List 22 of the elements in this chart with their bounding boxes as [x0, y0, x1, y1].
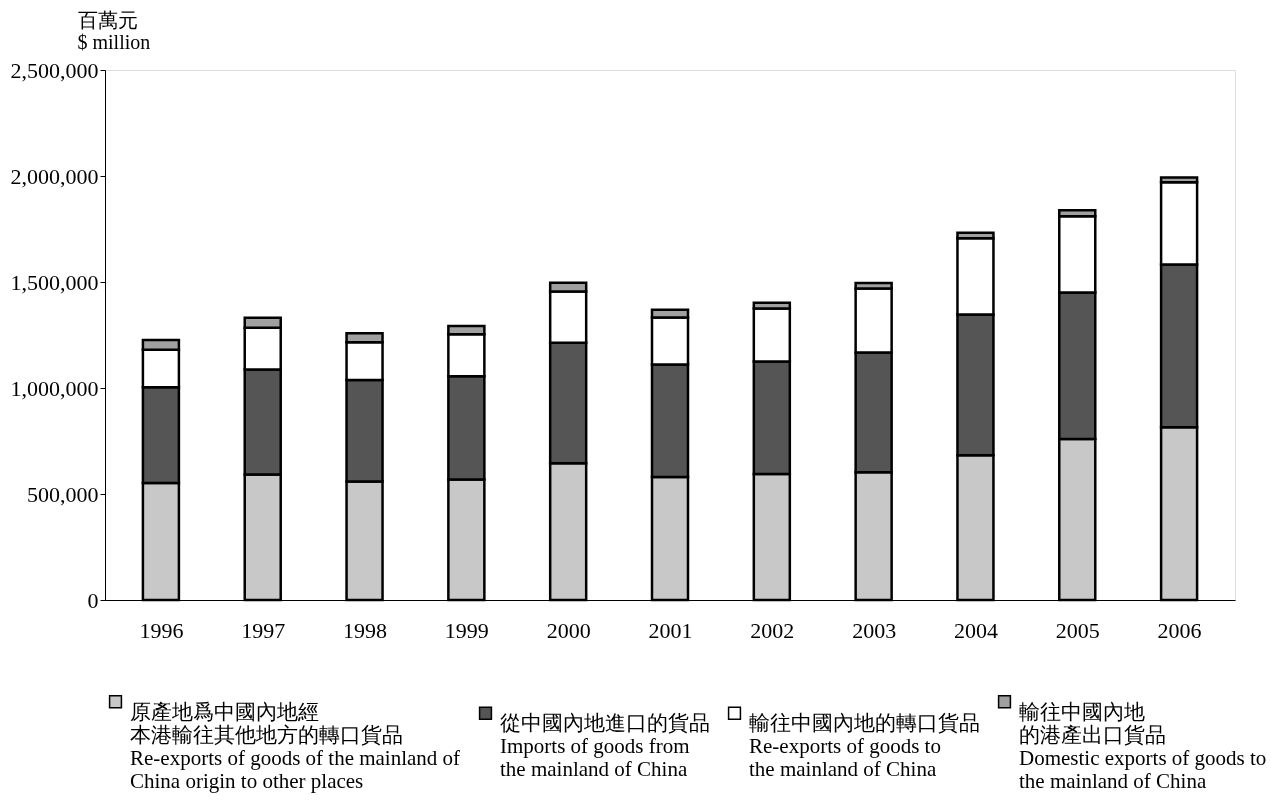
x-tick-label: 1996 [139, 617, 184, 643]
legend-label: 輸往中國內地的港產出口貨品 Domestic exports of goods to the mainland of China [1019, 699, 1267, 793]
x-tick-label: 2000 [546, 617, 591, 643]
y-tick-label: 1,000,000 [10, 375, 99, 401]
x-tick-label: 2001 [648, 617, 693, 643]
y-tick-label: 0 [87, 587, 99, 613]
y-tick-label: 2,000,000 [10, 163, 99, 189]
y-tick-label: 2,500,000 [10, 57, 99, 83]
x-tick-label: 2005 [1055, 617, 1100, 643]
x-tick-label: 1997 [241, 617, 286, 643]
x-tick-label: 2003 [852, 617, 897, 643]
x-tick-label: 2004 [953, 617, 998, 643]
legend-label: 輸往中國內地的轉口貨品 Re-exports of goods to the mainland of China [749, 711, 980, 782]
y-axis-title: 百萬元 $ million [77, 8, 151, 53]
y-tick-label: 1,500,000 [10, 269, 99, 295]
x-tick-label: 1998 [343, 617, 388, 643]
y-tick-label: 500,000 [27, 481, 99, 507]
x-tick-label: 2002 [750, 617, 795, 643]
x-tick-label: 2006 [1157, 617, 1202, 643]
legend-label: 從中國內地進口的貨品 Imports of goods from the mainland of China [500, 711, 710, 782]
x-tick-label: 1999 [444, 617, 489, 643]
legend-label: 原產地爲中國內地經本港輸往其他地方的轉口貨品 Re-exports of goods of the mainland of China origin to other places [130, 699, 461, 793]
